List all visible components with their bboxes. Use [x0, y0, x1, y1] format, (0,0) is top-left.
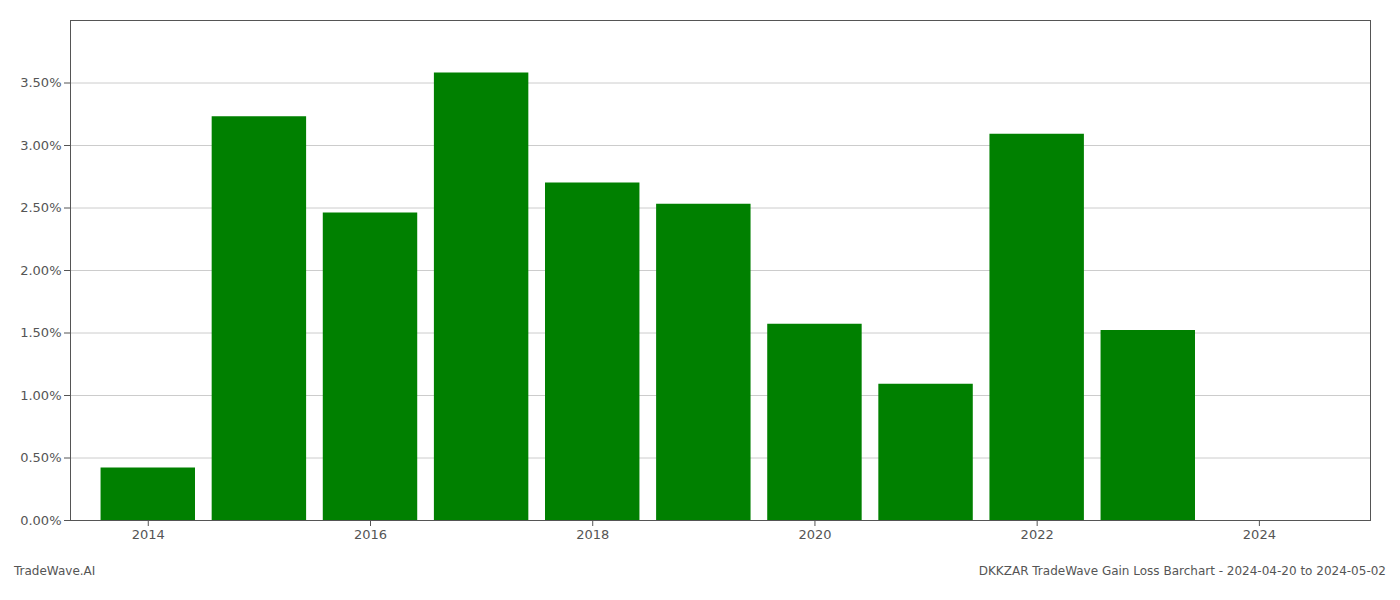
svg-text:2.50%: 2.50% — [20, 200, 61, 215]
svg-text:2020: 2020 — [798, 527, 831, 542]
svg-text:2014: 2014 — [132, 527, 165, 542]
svg-text:0.00%: 0.00% — [20, 513, 61, 528]
svg-text:0.50%: 0.50% — [20, 450, 61, 465]
svg-text:2022: 2022 — [1021, 527, 1054, 542]
svg-text:2024: 2024 — [1243, 527, 1276, 542]
svg-text:2.00%: 2.00% — [20, 263, 61, 278]
svg-text:2016: 2016 — [354, 527, 387, 542]
svg-text:2018: 2018 — [576, 527, 609, 542]
svg-text:3.50%: 3.50% — [20, 75, 61, 90]
svg-text:1.50%: 1.50% — [20, 325, 61, 340]
html-text:TradeWave.AI: TradeWave.AI — [14, 564, 96, 578]
svg-text:3.00%: 3.00% — [20, 138, 61, 153]
svg-text:1.00%: 1.00% — [20, 388, 61, 403]
html-text:DKKZAR TradeWave Gain Loss Bar: DKKZAR TradeWave Gain Loss Barchart - 20… — [978, 564, 1386, 578]
